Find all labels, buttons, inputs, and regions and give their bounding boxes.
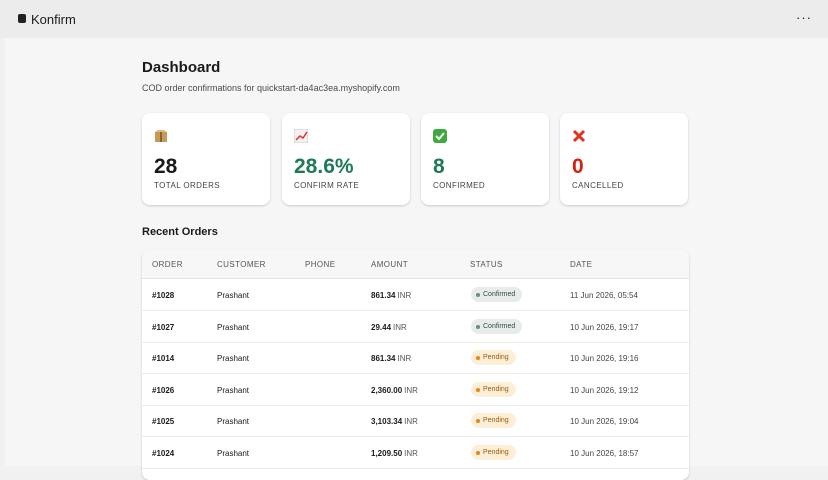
section-title: Recent Orders: [142, 226, 218, 238]
amount-value: 861.34: [371, 291, 396, 300]
page-subtitle: COD order confirmations for quickstart-d…: [142, 83, 400, 93]
currency: INR: [404, 385, 418, 395]
stat-label: CONFIRMED: [433, 181, 486, 190]
stat-card: 28 TOTAL ORDERS: [142, 113, 270, 205]
orders-table: ORDER CUSTOMER PHONE AMOUNT STATUS DATE #1028 P…: [142, 250, 689, 480]
stat-label: TOTAL ORDERS: [154, 181, 220, 190]
customer-name: Prashant: [217, 354, 250, 364]
status-dot: [476, 293, 480, 297]
column-header: CUSTOMER: [217, 260, 266, 269]
amount: 1,209.50 INR: [371, 449, 418, 458]
app-name: Konfirm: [31, 12, 76, 27]
order-number: #1014: [152, 354, 175, 364]
top-bar: Konfirm ···: [0, 0, 828, 38]
stat-value: 28.6%: [294, 155, 354, 178]
column-header: ORDER: [152, 260, 183, 269]
stat-card: 28.6% CONFIRM RATE: [282, 113, 410, 205]
order-row[interactable]: #1024 Prashant 1,209.50 INR Pending 10 Jun 20…: [142, 437, 689, 469]
amount-value: 29.44: [371, 322, 392, 332]
customer-name: Prashant: [217, 322, 250, 332]
order-date: 10 Jun 2026, 19:04: [570, 417, 639, 427]
more-menu[interactable]: ···: [796, 10, 812, 25]
column-header: STATUS: [470, 260, 503, 269]
status-badge: Confirmed: [471, 287, 523, 302]
amount-value: 861.34: [371, 354, 396, 364]
amount-value: 1,209.50: [371, 449, 403, 458]
status-badge: Pending: [471, 350, 516, 366]
page-title: Dashboard: [142, 59, 221, 76]
customer-name: Prashant: [217, 291, 250, 300]
status-badge: Confirmed: [471, 318, 523, 334]
customer-name: Prashant: [217, 417, 250, 427]
stat-icon: [294, 129, 308, 143]
amount-value: 2,360.00: [371, 385, 403, 395]
currency: INR: [393, 322, 407, 332]
stat-card: 8 CONFIRMED: [421, 113, 549, 205]
customer-name: Prashant: [217, 385, 250, 395]
status-badge: Pending: [471, 413, 516, 429]
status-badge: Pending: [471, 381, 516, 397]
column-header: DATE: [570, 260, 593, 269]
order-row[interactable]: #1027 Prashant 29.44 INR Confirmed 10 Jun 202…: [142, 311, 689, 343]
order-number: #1026: [152, 385, 175, 395]
currency: INR: [397, 291, 412, 300]
order-date: 10 Jun 2026, 18:57: [570, 449, 639, 458]
order-date: 10 Jun 2026, 19:17: [570, 322, 639, 332]
stat-value: 8: [433, 155, 445, 178]
stat-value: 28: [154, 155, 178, 178]
stat-card: 0 CANCELLED: [560, 113, 688, 205]
order-number: #1024: [152, 449, 175, 458]
amount: 861.34 INR: [371, 291, 411, 300]
currency: INR: [397, 354, 412, 364]
app-logo: [18, 14, 26, 23]
status-badge: Pending: [471, 445, 516, 460]
status-dot: [476, 387, 480, 392]
order-date: 10 Jun 2026, 19:12: [570, 385, 639, 395]
order-number: #1028: [152, 291, 175, 300]
customer-name: Prashant: [217, 449, 250, 458]
amount: 2,360.00 INR: [371, 386, 418, 395]
order-date: 11 Jun 2026, 05:54: [570, 291, 638, 300]
order-row[interactable]: #1025 Prashant 3,103.34 INR Pending 10 Jun 20…: [142, 405, 689, 438]
amount: 861.34 INR: [371, 354, 411, 363]
stat-label: CANCELLED: [572, 181, 624, 190]
amount: 29.44 INR: [371, 323, 407, 332]
stat-icon: [572, 129, 586, 143]
stat-icon: [155, 130, 167, 142]
column-header: AMOUNT: [371, 260, 409, 269]
column-header: PHONE: [305, 260, 336, 269]
stat-value: 0: [572, 155, 584, 178]
currency: INR: [404, 417, 418, 427]
amount-value: 3,103.34: [371, 417, 403, 427]
order-row[interactable]: #1028 Prashant 861.34 INR Confirmed 11 Jun 20…: [142, 279, 689, 311]
amount: 3,103.34 INR: [371, 417, 418, 426]
status-dot: [476, 451, 480, 455]
order-row[interactable]: #1026 Prashant 2,360.00 INR Pending 10 Jun 20…: [142, 374, 689, 406]
currency: INR: [404, 449, 418, 458]
order-number: #1025: [152, 417, 175, 427]
stat-icon: [433, 129, 447, 143]
order-number: #1027: [152, 322, 175, 332]
stat-label: CONFIRM RATE: [294, 181, 360, 190]
status-dot: [476, 419, 480, 424]
order-date: 10 Jun 2026, 19:16: [570, 354, 639, 364]
status-dot: [476, 324, 480, 329]
order-row[interactable]: #1014 Prashant 861.34 INR Pending 10 Jun 2026…: [142, 342, 689, 375]
status-dot: [476, 356, 480, 361]
table-header: ORDER CUSTOMER PHONE AMOUNT STATUS DATE: [142, 250, 689, 279]
